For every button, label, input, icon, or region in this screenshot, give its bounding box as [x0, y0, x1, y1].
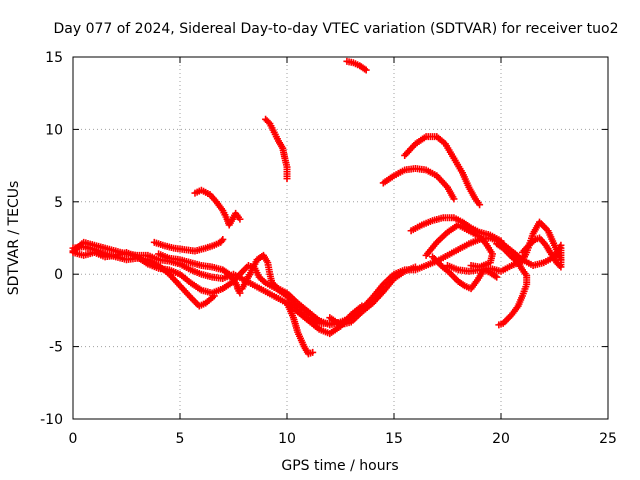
- data-point: [283, 175, 291, 183]
- x-tick-label: 25: [599, 431, 617, 447]
- y-tick-label: 5: [54, 195, 63, 211]
- data-point: [411, 263, 419, 271]
- tick-labels: 0 5 10 15 20 25 -10 -5 0 5 10 15: [40, 50, 617, 447]
- chart-title: Day 077 of 2024, Sidereal Day-to-day VTE…: [53, 21, 618, 37]
- data-point: [497, 237, 505, 245]
- axis-ticks: [72, 56, 609, 420]
- data-points: [69, 57, 565, 358]
- data-point: [493, 273, 501, 281]
- series-track-13: [401, 133, 484, 209]
- y-axis-label: SDTVAR / TECUs: [6, 181, 22, 296]
- y-tick-label: 0: [54, 267, 63, 283]
- series-track-12: [379, 164, 458, 203]
- x-axis-label: GPS time / hours: [281, 458, 398, 474]
- y-tick-label: 15: [45, 50, 63, 66]
- x-tick-label: 0: [69, 431, 78, 447]
- x-tick-label: 5: [176, 431, 185, 447]
- series-track-4: [150, 235, 227, 255]
- series-track-8: [343, 57, 370, 74]
- y-tick-label: -5: [49, 340, 63, 356]
- x-tick-label: 10: [278, 431, 296, 447]
- grid-lines: [73, 57, 608, 419]
- series-track-11: [326, 263, 419, 329]
- x-tick-label: 20: [492, 431, 510, 447]
- y-tick-label: -10: [40, 412, 63, 428]
- series-track-10: [238, 234, 565, 329]
- data-point: [557, 244, 565, 252]
- data-point: [450, 195, 458, 203]
- series-track-6: [191, 186, 244, 229]
- data-point: [476, 201, 484, 209]
- series-track-9: [283, 299, 317, 358]
- data-point: [495, 321, 503, 329]
- data-point: [219, 235, 227, 243]
- y-tick-label: 10: [45, 122, 63, 138]
- plot-area-frame: [72, 56, 609, 420]
- data-point: [264, 118, 272, 126]
- data-point: [236, 215, 244, 223]
- series-track-18: [493, 240, 531, 329]
- data-point: [362, 66, 370, 74]
- series-track-7: [262, 115, 291, 183]
- series-track-19: [518, 234, 565, 271]
- data-point: [218, 237, 226, 245]
- series-track-5: [155, 250, 244, 297]
- series-track-14: [407, 214, 505, 245]
- x-tick-label: 15: [385, 431, 403, 447]
- data-point: [555, 262, 563, 270]
- data-point: [309, 348, 317, 356]
